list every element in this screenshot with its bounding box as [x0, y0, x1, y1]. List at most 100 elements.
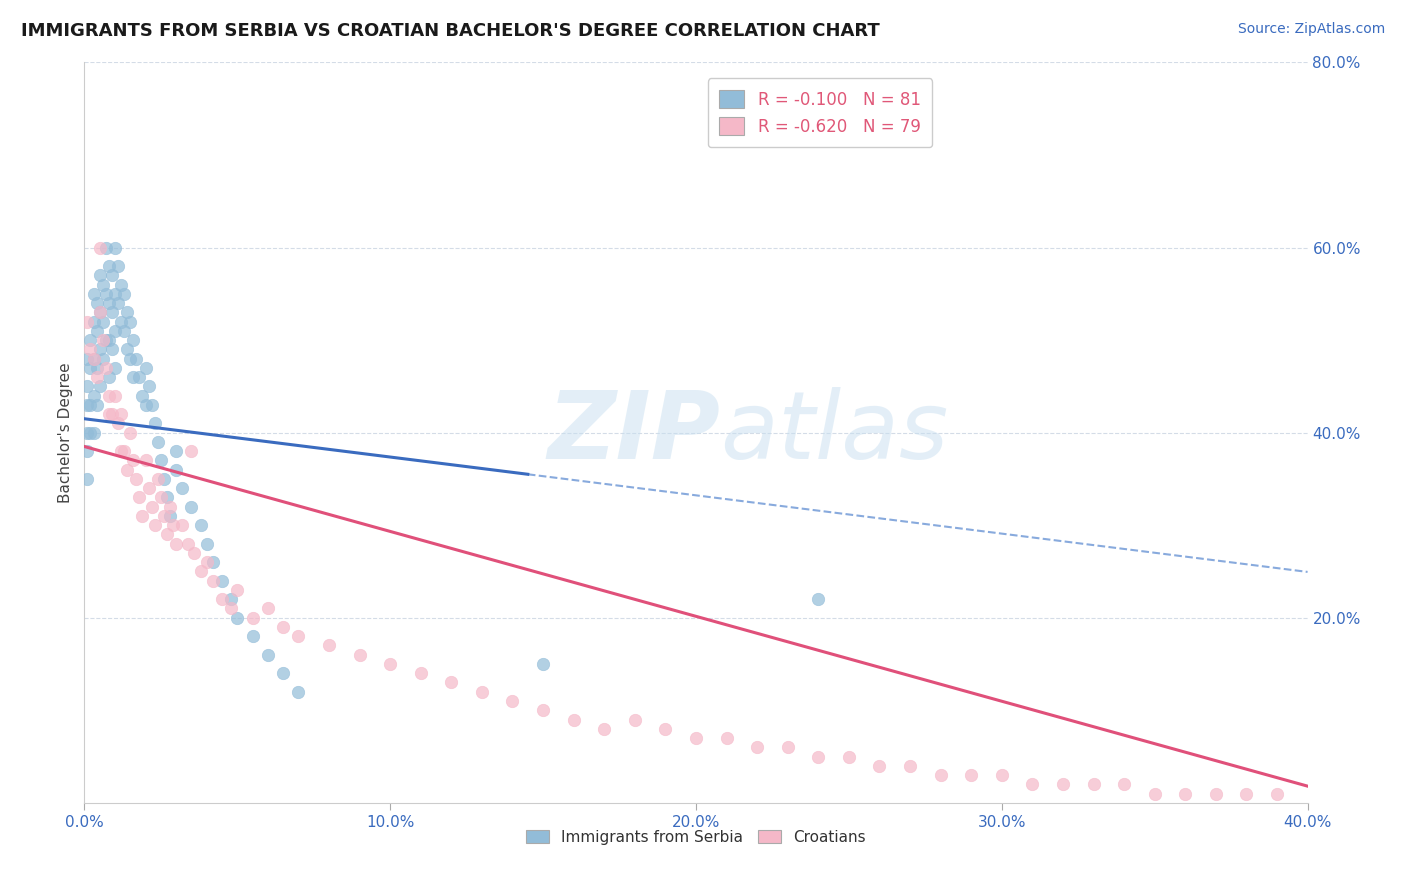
- Point: [201, 555, 224, 569]
- Point: [156, 491, 179, 505]
- Text: Source: ZipAtlas.com: Source: ZipAtlas.com: [1237, 22, 1385, 37]
- Point: [122, 370, 145, 384]
- Point: [94, 286, 117, 301]
- Point: [112, 324, 135, 338]
- Point: [287, 629, 309, 643]
- Point: [97, 370, 120, 384]
- Point: [531, 703, 554, 717]
- Point: [1205, 787, 1227, 801]
- Point: [83, 351, 105, 366]
- Point: [141, 500, 163, 514]
- Point: [183, 546, 205, 560]
- Point: [898, 758, 921, 772]
- Point: [76, 398, 98, 412]
- Text: ZIP: ZIP: [547, 386, 720, 479]
- Point: [1143, 787, 1166, 801]
- Point: [318, 639, 340, 653]
- Point: [104, 360, 127, 375]
- Point: [165, 536, 187, 550]
- Point: [91, 351, 114, 366]
- Point: [190, 518, 212, 533]
- Point: [79, 425, 101, 440]
- Point: [115, 462, 138, 476]
- Point: [1114, 777, 1136, 791]
- Point: [107, 296, 129, 310]
- Point: [120, 425, 142, 440]
- Point: [156, 527, 179, 541]
- Point: [153, 508, 176, 523]
- Point: [104, 388, 127, 402]
- Point: [89, 305, 111, 319]
- Point: [86, 398, 108, 412]
- Point: [122, 333, 145, 347]
- Point: [211, 592, 233, 607]
- Legend: Immigrants from Serbia, Croatians: Immigrants from Serbia, Croatians: [520, 823, 872, 851]
- Point: [716, 731, 738, 745]
- Point: [838, 749, 860, 764]
- Y-axis label: Bachelor's Degree: Bachelor's Degree: [58, 362, 73, 503]
- Point: [89, 379, 111, 393]
- Point: [76, 472, 98, 486]
- Point: [531, 657, 554, 671]
- Point: [149, 453, 172, 467]
- Point: [110, 277, 132, 292]
- Point: [89, 240, 111, 255]
- Point: [79, 343, 101, 357]
- Point: [97, 259, 120, 273]
- Point: [624, 713, 647, 727]
- Point: [101, 305, 124, 319]
- Point: [159, 500, 181, 514]
- Point: [180, 500, 202, 514]
- Point: [79, 360, 101, 375]
- Point: [287, 685, 309, 699]
- Point: [112, 286, 135, 301]
- Point: [159, 508, 181, 523]
- Point: [107, 417, 129, 431]
- Point: [107, 259, 129, 273]
- Point: [101, 268, 124, 283]
- Point: [115, 305, 138, 319]
- Point: [97, 407, 120, 421]
- Point: [83, 425, 105, 440]
- Point: [1265, 787, 1288, 801]
- Point: [83, 351, 105, 366]
- Point: [91, 333, 114, 347]
- Point: [1236, 787, 1258, 801]
- Point: [91, 277, 114, 292]
- Point: [83, 388, 105, 402]
- Point: [219, 592, 242, 607]
- Point: [120, 314, 142, 328]
- Point: [101, 343, 124, 357]
- Point: [86, 324, 108, 338]
- Point: [79, 398, 101, 412]
- Point: [177, 536, 200, 550]
- Point: [83, 314, 105, 328]
- Point: [349, 648, 371, 662]
- Point: [83, 286, 105, 301]
- Point: [226, 582, 249, 597]
- Point: [120, 351, 142, 366]
- Point: [115, 343, 138, 357]
- Point: [807, 749, 830, 764]
- Point: [128, 370, 150, 384]
- Point: [125, 472, 148, 486]
- Point: [94, 333, 117, 347]
- Point: [76, 444, 98, 458]
- Point: [257, 601, 280, 615]
- Point: [76, 351, 98, 366]
- Point: [94, 360, 117, 375]
- Point: [172, 518, 194, 533]
- Point: [138, 379, 160, 393]
- Point: [153, 472, 176, 486]
- Point: [128, 491, 150, 505]
- Point: [110, 314, 132, 328]
- Point: [219, 601, 242, 615]
- Point: [409, 666, 432, 681]
- Point: [122, 453, 145, 467]
- Point: [104, 240, 127, 255]
- Point: [380, 657, 402, 671]
- Point: [593, 722, 616, 736]
- Point: [143, 417, 166, 431]
- Point: [685, 731, 707, 745]
- Point: [135, 398, 157, 412]
